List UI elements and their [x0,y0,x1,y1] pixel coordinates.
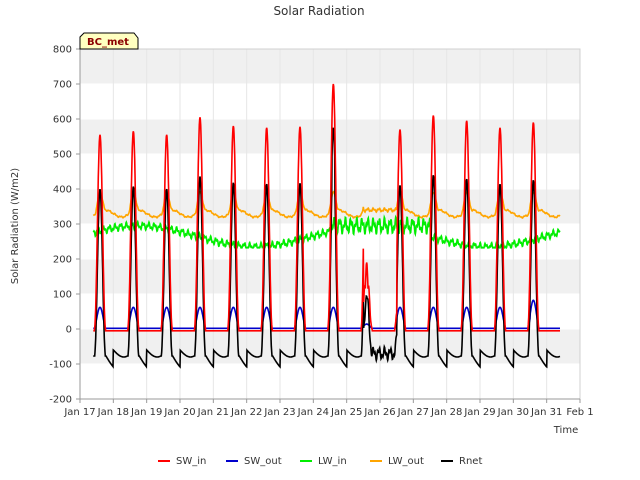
x-tick-label: Feb 1 [566,407,593,418]
y-tick-label: 100 [53,290,72,301]
series-line-sw-in [93,83,560,332]
x-tick-label: Jan 19 [130,407,162,418]
y-tick-label: 700 [53,80,72,91]
legend-label-rnet: Rnet [459,456,482,467]
x-tick-label: Jan 24 [297,407,329,418]
y-tick-label: 600 [53,115,72,126]
y-axis-ticks: -200 -100 0 100 200 300 400 500 600 700 800 [49,45,80,406]
plot-band [80,329,580,364]
x-tick-label: Jan 29 [463,407,495,418]
series-line-rnet [92,127,561,369]
plot-band [80,49,580,84]
y-tick-label: -200 [49,395,72,406]
station-label-shape [79,32,139,50]
y-tick-label: -100 [49,360,72,371]
y-tick-label: 200 [53,255,72,266]
y-tick-label: 800 [53,45,72,56]
x-tick-label: Jan 22 [230,407,262,418]
plot-band [80,119,580,154]
x-axis-title: Time [553,425,578,436]
x-tick-label: Jan 30 [497,407,529,418]
x-tick-label: Jan 23 [263,407,295,418]
legend-label-sw-in: SW_in [176,456,206,467]
legend-label-sw-out: SW_out [244,456,282,467]
legend: SW_in SW_out LW_in LW_out Rnet [158,456,482,467]
y-tick-label: 500 [53,150,72,161]
x-tick-label: Jan 26 [363,407,395,418]
legend-label-lw-out: LW_out [388,456,424,467]
x-tick-label: Jan 20 [163,407,195,418]
x-tick-label: Jan 31 [530,407,562,418]
x-tick-label: Jan 27 [397,407,429,418]
y-axis-title: Solar Radiation (W/m2) [10,168,21,284]
station-label: BC_met [87,37,129,48]
plot-band [80,364,580,399]
y-tick-label: 400 [53,185,72,196]
chart-title: Solar Radiation [273,4,364,18]
x-tick-label: Jan 25 [330,407,362,418]
x-tick-label: Jan 28 [430,407,462,418]
x-axis-ticks: Jan 17 Jan 18 Jan 19 Jan 20 Jan 21 Jan 22 Jan … [63,399,594,418]
plot-band [80,154,580,189]
series-line-lw-in [92,214,561,250]
x-tick-label: Jan 21 [197,407,229,418]
y-tick-label: 0 [66,325,72,336]
series-line-lw-out [92,189,561,219]
y-tick-label: 300 [53,220,72,231]
series-layer [92,83,561,369]
plot-band [80,84,580,119]
legend-label-lw-in: LW_in [318,456,347,467]
x-tick-label: Jan 18 [97,407,129,418]
station-label-box: BC_met [79,32,139,50]
x-tick-label: Jan 17 [63,407,95,418]
